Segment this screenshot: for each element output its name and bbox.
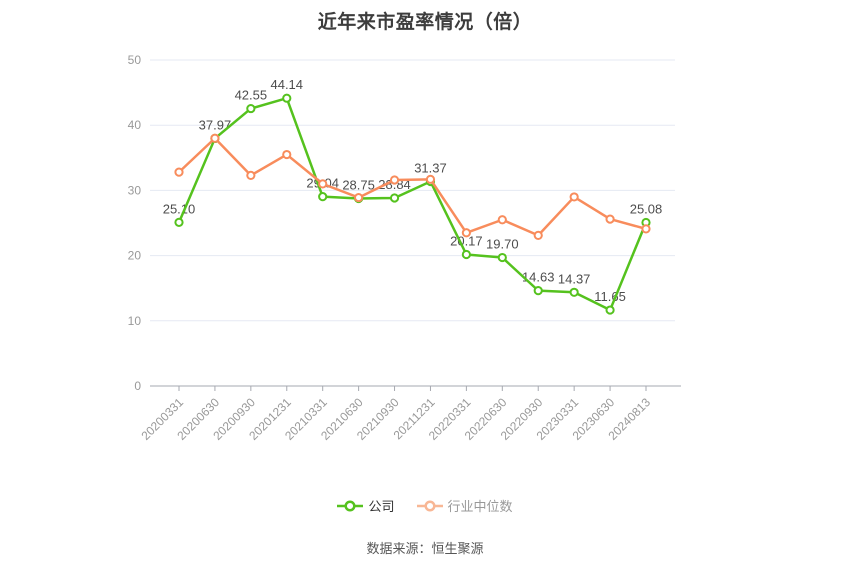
legend-marker-company-icon xyxy=(337,499,364,512)
data-point-industry xyxy=(174,167,184,177)
data-point-industry xyxy=(354,192,364,203)
value-label: 25.08 xyxy=(630,201,663,216)
value-label: 31.37 xyxy=(414,160,447,175)
x-axis-labels: 2020033120200630202009302020123120210331… xyxy=(138,395,653,443)
data-point-industry xyxy=(641,224,651,234)
svg-text:0: 0 xyxy=(134,379,141,393)
chart-title: 近年来市盈率情况（倍） xyxy=(317,12,533,33)
chart-legend: 公司 行业中位数 xyxy=(0,496,850,515)
data-point-company xyxy=(389,193,400,203)
legend-item-company[interactable]: 公司 xyxy=(337,496,395,515)
svg-text:50: 50 xyxy=(128,53,142,67)
y-axis-labels: 0 10 20 30 40 50 xyxy=(128,53,142,393)
value-label: 37.97 xyxy=(199,117,232,132)
data-point-company xyxy=(533,286,543,296)
pe-ratio-line-chart: 0 10 20 30 40 50 20200331202006302020093020201… xyxy=(128,53,681,443)
data-point-company xyxy=(282,93,292,103)
legend-label-company: 公司 xyxy=(368,499,395,514)
data-point-company xyxy=(174,217,184,227)
value-label: 14.37 xyxy=(558,271,591,286)
value-label: 44.14 xyxy=(270,77,303,92)
svg-text:30: 30 xyxy=(128,183,142,197)
data-point-company xyxy=(318,192,328,202)
series-line-industry xyxy=(177,136,648,237)
value-label: 42.55 xyxy=(235,88,268,103)
data-point-industry xyxy=(605,214,615,224)
data-point-company xyxy=(246,103,256,114)
data-point-industry xyxy=(246,170,256,181)
data-point-industry xyxy=(282,149,292,160)
data-point-company xyxy=(497,252,507,263)
series-industry xyxy=(174,133,651,240)
svg-text:20: 20 xyxy=(128,249,142,263)
data-point-industry xyxy=(389,175,400,185)
data-point-industry xyxy=(497,215,507,225)
data-point-industry xyxy=(569,192,579,202)
data-point-industry xyxy=(425,174,436,184)
x-axis xyxy=(150,385,681,391)
legend-label-industry-median: 行业中位数 xyxy=(447,499,513,514)
series-line-company xyxy=(177,96,648,312)
legend-item-industry-median[interactable]: 行业中位数 xyxy=(416,496,513,515)
data-point-industry xyxy=(533,230,543,240)
data-point-company xyxy=(461,249,471,260)
value-label: 11.65 xyxy=(594,289,626,304)
data-point-industry xyxy=(318,179,328,189)
legend-marker-industry-icon xyxy=(416,499,443,512)
svg-text:10: 10 xyxy=(128,314,142,328)
data-point-industry xyxy=(461,228,471,238)
data-point-company xyxy=(569,287,579,297)
value-label: 25.10 xyxy=(163,201,196,216)
svg-text:40: 40 xyxy=(128,118,142,132)
data-point-industry xyxy=(210,133,220,143)
value-label: 28.75 xyxy=(342,178,375,193)
data-source-note: 数据来源：恒生聚源 xyxy=(366,541,484,556)
data-point-company xyxy=(605,305,615,315)
value-label: 14.63 xyxy=(522,270,555,285)
value-label: 19.70 xyxy=(486,237,519,252)
